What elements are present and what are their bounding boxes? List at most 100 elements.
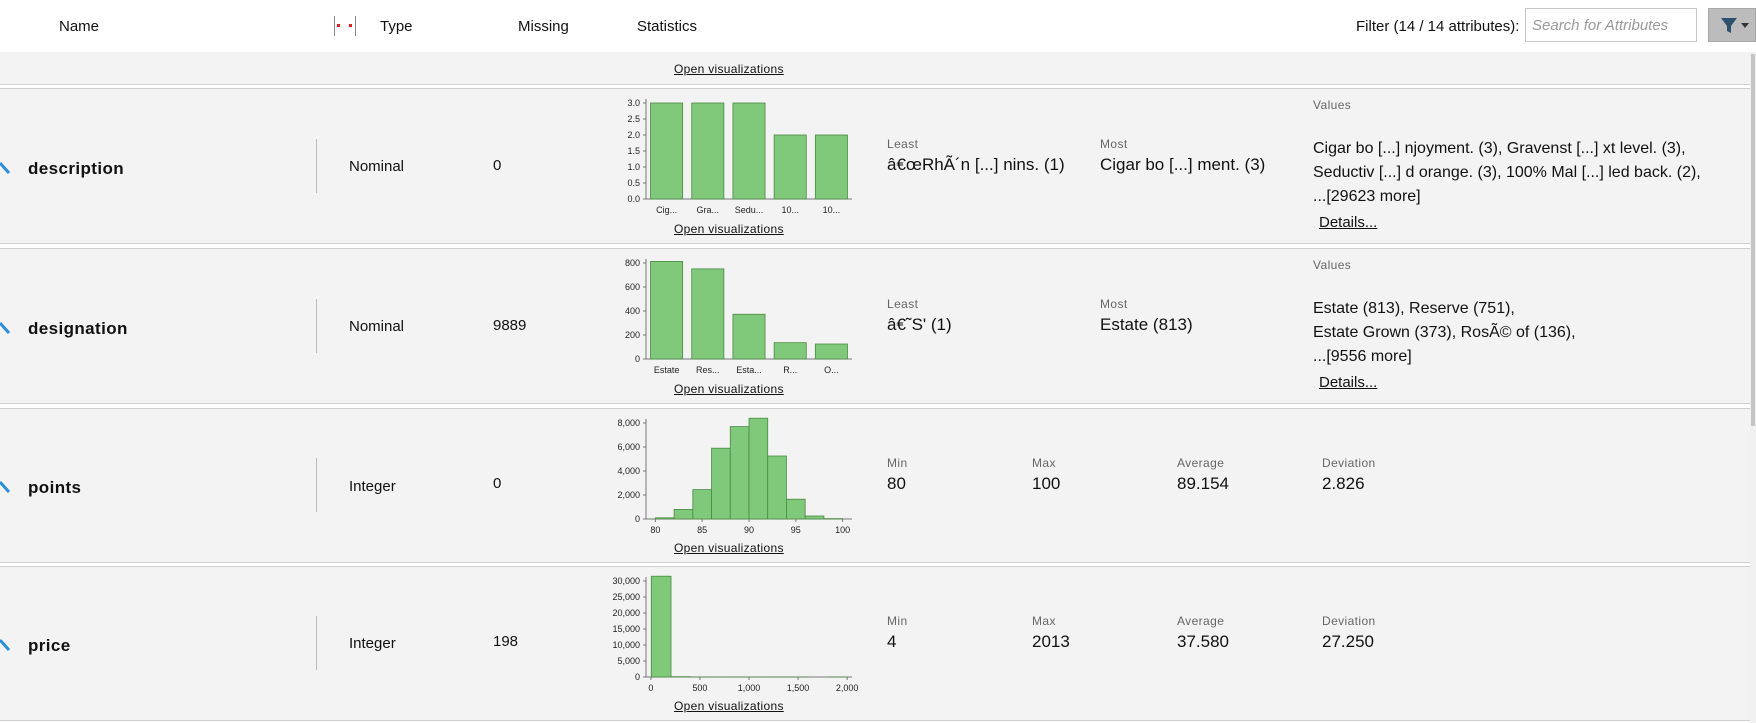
x-tick-label: Estate bbox=[654, 365, 680, 375]
y-tick-label: 0 bbox=[635, 354, 640, 364]
average-label: Average bbox=[1177, 614, 1225, 628]
y-tick-label: 0 bbox=[635, 514, 640, 524]
bar bbox=[691, 102, 725, 200]
open-visualizations-link[interactable]: Open visualizations bbox=[674, 62, 784, 76]
y-tick-label: 5,000 bbox=[617, 656, 640, 666]
y-tick-label: 0.0 bbox=[627, 194, 640, 204]
deviation-label: Deviation bbox=[1322, 614, 1376, 628]
average-value: 37.580 bbox=[1177, 632, 1229, 651]
column-header-name[interactable]: Name bbox=[59, 18, 100, 35]
attribute-row-designation[interactable]: designation Nominal 9889 0 200 400 600 800 Es… bbox=[0, 248, 1750, 404]
price-chart[interactable]: 0 5,000 10,000 15,000 20,000 25,000 30,000 0 500… bbox=[600, 571, 860, 697]
attribute-name: price bbox=[28, 636, 71, 655]
min-value: 80 bbox=[887, 474, 906, 493]
column-divider bbox=[316, 299, 317, 353]
least-value: â€œRhÃ´n [...] nins. (1) bbox=[887, 155, 1065, 174]
y-tick-label: 2.5 bbox=[627, 114, 640, 124]
x-tick-label: O... bbox=[824, 365, 839, 375]
column-header-type[interactable]: Type bbox=[380, 18, 413, 35]
y-tick-label: 3.0 bbox=[627, 98, 640, 108]
y-tick-label: 25,000 bbox=[612, 592, 640, 602]
y-tick-label: 200 bbox=[625, 330, 640, 340]
attribute-row-price[interactable]: price Integer 198 0 5,000 10,000 15,000 20,0… bbox=[0, 566, 1750, 721]
values-label: Values bbox=[1313, 98, 1352, 112]
x-tick-label: 100 bbox=[835, 525, 850, 535]
values-summary: Cigar bo [...] njoyment. (3), Gravenst [… bbox=[1313, 137, 1701, 209]
x-tick-label: Cig... bbox=[656, 205, 677, 215]
x-tick-label: 10... bbox=[781, 205, 799, 215]
edit-pencil-icon[interactable] bbox=[0, 638, 10, 652]
attribute-name: points bbox=[28, 478, 82, 497]
search-attributes-input[interactable] bbox=[1525, 8, 1697, 42]
histogram-bar bbox=[767, 455, 787, 520]
y-tick-label: 400 bbox=[625, 306, 640, 316]
x-tick-label: Sedu... bbox=[735, 205, 764, 215]
x-tick-label: 500 bbox=[692, 683, 707, 693]
y-tick-label: 0 bbox=[635, 672, 640, 682]
edit-pencil-icon[interactable] bbox=[0, 321, 10, 335]
bar bbox=[732, 313, 766, 360]
y-tick-label: 600 bbox=[625, 282, 640, 292]
max-value: 100 bbox=[1032, 474, 1061, 493]
x-tick-label: 80 bbox=[650, 525, 660, 535]
previous-row-partial: Open visualizations bbox=[0, 52, 1750, 85]
values-label: Values bbox=[1313, 258, 1352, 272]
details-link[interactable]: Details... bbox=[1319, 374, 1378, 391]
min-label: Min bbox=[887, 614, 908, 628]
points-chart[interactable]: 0 2,000 4,000 6,000 8,000 80 85 90 95 100 bbox=[600, 413, 860, 539]
x-tick-label: 90 bbox=[744, 525, 754, 535]
description-chart[interactable]: 0.0 0.5 1.0 1.5 2.0 2.5 3.0 Cig... Gra... Sedu...… bbox=[600, 93, 860, 219]
least-label: Least bbox=[887, 297, 919, 311]
edit-pencil-icon[interactable] bbox=[0, 480, 10, 494]
y-tick-label: 1.0 bbox=[627, 162, 640, 172]
x-tick-label: 85 bbox=[697, 525, 707, 535]
designation-chart[interactable]: 0 200 400 600 800 Estate Res... Esta... R... O... bbox=[600, 253, 860, 379]
attribute-row-description[interactable]: description Nominal 0 0.0 0.5 1.0 1.5 2.0 2.5… bbox=[0, 88, 1750, 244]
max-label: Max bbox=[1032, 614, 1056, 628]
histogram-bar bbox=[692, 489, 712, 520]
histogram-bar bbox=[654, 517, 675, 520]
max-value: 2013 bbox=[1032, 632, 1070, 651]
x-tick-label: 2,000 bbox=[836, 683, 859, 693]
histogram-bar bbox=[673, 509, 694, 520]
vertical-scrollbar-thumb[interactable] bbox=[1751, 54, 1755, 426]
x-tick-label: 95 bbox=[791, 525, 801, 535]
bar bbox=[773, 342, 807, 360]
values-line: Seductiv [...] d orange. (3), 100% Mal [… bbox=[1313, 164, 1701, 181]
most-label: Most bbox=[1100, 297, 1128, 311]
bar bbox=[650, 261, 684, 360]
filter-label: Filter (14 / 14 attributes): bbox=[1356, 18, 1520, 35]
x-tick-label: 0 bbox=[648, 683, 653, 693]
filter-dropdown-button[interactable] bbox=[1708, 8, 1756, 42]
attribute-missing-count: 0 bbox=[493, 475, 502, 492]
y-tick-label: 6,000 bbox=[617, 442, 640, 452]
min-value: 4 bbox=[887, 632, 897, 651]
details-link[interactable]: Details... bbox=[1319, 214, 1378, 231]
x-tick-label: Res... bbox=[696, 365, 720, 375]
values-line: Estate Grown (373), RosÃ© of (136), bbox=[1313, 324, 1576, 341]
x-tick-label: 1,500 bbox=[787, 683, 810, 693]
column-divider bbox=[316, 139, 317, 193]
bar bbox=[814, 134, 848, 200]
attribute-row-points[interactable]: points Integer 0 0 2,000 4,000 6,000 8,000 80… bbox=[0, 408, 1750, 563]
column-header-statistics[interactable]: Statistics bbox=[637, 18, 698, 35]
attribute-missing-count: 9889 bbox=[493, 317, 527, 334]
histogram-bar bbox=[650, 575, 672, 678]
values-line: Estate (813), Reserve (751), bbox=[1313, 300, 1515, 317]
open-visualizations-link[interactable]: Open visualizations bbox=[674, 699, 784, 713]
min-label: Min bbox=[887, 456, 908, 470]
y-tick-label: 8,000 bbox=[617, 418, 640, 428]
open-visualizations-link[interactable]: Open visualizations bbox=[674, 541, 784, 555]
x-tick-label: 10... bbox=[823, 205, 841, 215]
bar bbox=[732, 102, 766, 200]
bar bbox=[773, 134, 807, 200]
column-resize-handle[interactable] bbox=[334, 16, 356, 36]
open-visualizations-link[interactable]: Open visualizations bbox=[674, 382, 784, 396]
y-tick-label: 1.5 bbox=[627, 146, 640, 156]
column-header-missing[interactable]: Missing bbox=[518, 18, 569, 35]
open-visualizations-link[interactable]: Open visualizations bbox=[674, 222, 784, 236]
bar bbox=[814, 343, 848, 360]
histogram-bar bbox=[786, 498, 806, 520]
edit-pencil-icon[interactable] bbox=[0, 161, 10, 175]
values-line: ...[29623 more] bbox=[1313, 188, 1421, 205]
